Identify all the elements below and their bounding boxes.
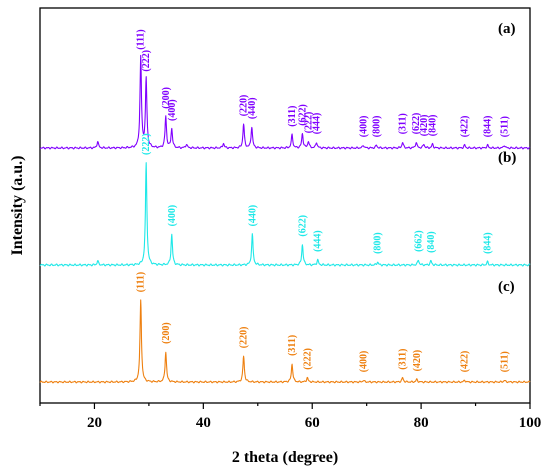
series-line-2 [39,162,531,267]
peak-label: (222) [303,112,314,134]
panel-label: (c) [498,279,515,295]
peak-label: (422) [460,351,471,373]
series-line-3 [39,299,531,384]
peak-label: (222) [302,348,313,370]
peak-label: (400) [167,205,178,227]
peak-label: (311) [398,349,409,370]
x-tick-label: 80 [414,415,429,431]
peak-label: (311) [287,335,298,356]
peak-label: (662) [413,230,424,252]
peak-label: (622) [297,104,308,126]
peak-label: (111) [136,272,147,293]
peak-label: (220) [239,95,250,117]
series-layer [39,54,531,384]
peak-label: (311) [398,113,409,134]
peak-label: (222) [141,133,152,155]
peak-label: (622) [297,215,308,237]
peak-label: (311) [287,106,298,127]
peak-label: (622) [411,113,422,135]
peak-label: (840) [426,231,437,253]
peak-label: (422) [460,116,471,138]
x-tick-label: 20 [87,415,102,431]
peak-labels: (111)(222)(200)(400) (220)(440) (311) (622)… [136,29,511,372]
peak-label: (111) [136,29,147,50]
peak-label: (200) [161,322,172,344]
x-axis-label: 2 theta (degree) [232,449,338,466]
peak-label: (420) [419,115,430,137]
panel-labels: (a) (b) (c) [498,21,516,295]
peak-label: (440) [247,205,258,227]
plot-frame [39,7,531,404]
peak-label: (440) [247,97,258,119]
x-tick-label: 40 [196,415,211,431]
peak-label: (800) [373,232,384,254]
y-axis-label: Intensity (a.u.) [9,155,26,255]
series-line-1 [39,54,531,150]
peak-label: (844) [483,232,494,254]
peak-label: (222) [141,50,152,72]
peak-label: (400) [358,116,369,138]
peak-label: (844) [483,116,494,138]
x-tick-label: 60 [305,415,320,431]
peak-label: (400) [167,99,178,121]
peak-label: (200) [161,87,172,109]
peak-label: (420) [412,350,423,372]
peak-label: (220) [239,327,250,349]
x-tick-label: 100 [519,415,542,431]
panel-label: (a) [498,21,516,37]
peak-label: (800) [372,116,383,138]
peak-label: (444) [312,113,323,135]
peak-label: (444) [313,230,324,252]
peak-label: (511) [499,116,510,137]
peak-label: (840) [428,115,439,137]
peak-label: (400) [358,351,369,373]
axes: 20 40 60 80 100 [39,7,542,431]
panel-label: (b) [498,150,516,166]
peak-label: (511) [499,351,510,372]
